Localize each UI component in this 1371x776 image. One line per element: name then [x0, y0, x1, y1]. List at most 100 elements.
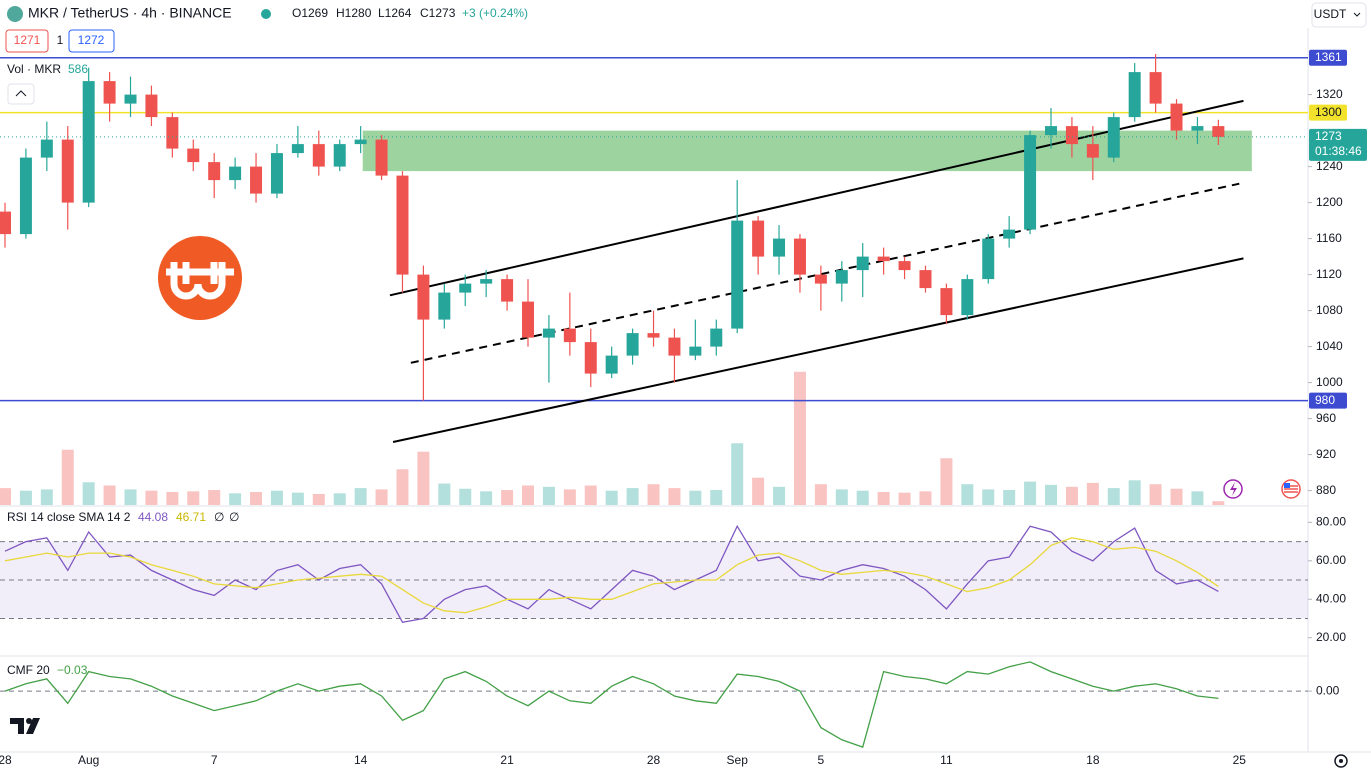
indicator-line — [4, 537, 1219, 614]
y-tick-label: 920 — [1316, 447, 1336, 461]
candle-body — [877, 256, 890, 262]
settings-icon[interactable] — [1334, 754, 1348, 768]
currency-label[interactable]: USDT — [1314, 7, 1347, 21]
ohlc-high: H1280 — [336, 6, 372, 20]
trendline — [389, 99, 1244, 297]
ohlc-close: C1273 — [420, 6, 456, 20]
volume-bar — [605, 490, 618, 505]
x-tick-label: 5 — [818, 753, 825, 767]
volume-bar — [1065, 486, 1078, 505]
candle-body — [1107, 117, 1120, 158]
candle-body — [291, 144, 304, 154]
sell-price[interactable]: 1271 — [14, 33, 41, 47]
x-tick-label: 7 — [211, 753, 218, 767]
candle-body — [584, 342, 597, 374]
rsi-title: RSI 14 close SMA 14 2 — [7, 510, 131, 524]
indicator-line — [4, 661, 1219, 748]
volume-bar — [731, 443, 744, 505]
volume-bar — [522, 485, 534, 505]
candle-body — [1086, 144, 1099, 158]
x-tick-label: 21 — [500, 753, 514, 767]
market-status[interactable] — [261, 9, 271, 19]
candle-body — [333, 144, 346, 167]
volume-bar — [333, 493, 346, 505]
volume-value: 586 — [68, 62, 88, 76]
collapse-button[interactable] — [7, 83, 35, 105]
currency-selector[interactable] — [1311, 2, 1367, 28]
volume-bar — [1107, 488, 1120, 505]
volume-bar — [166, 492, 179, 505]
level-badge — [1309, 104, 1347, 121]
sell-button[interactable] — [5, 29, 49, 53]
y-tick-label: 1200 — [1316, 195, 1343, 209]
volume-bar — [814, 484, 827, 505]
candle-body — [208, 162, 221, 181]
candle-body — [354, 139, 367, 145]
candle-body — [814, 274, 827, 284]
symbol-logo — [7, 6, 23, 22]
volume-bar — [501, 490, 514, 505]
volume-bar — [417, 451, 430, 505]
volume-bar — [710, 490, 723, 505]
tradingview-logo — [10, 718, 40, 734]
y-tick-label: 60.00 — [1316, 553, 1346, 567]
candle-body — [375, 139, 388, 176]
volume-bar — [354, 488, 367, 505]
volume-bar — [145, 490, 158, 505]
candle-body — [1065, 126, 1078, 145]
candle-body — [459, 283, 472, 293]
x-tick-label: 28 — [647, 753, 661, 767]
candle-body — [835, 270, 848, 284]
volume-bar — [270, 490, 283, 505]
candle-body — [940, 288, 953, 316]
volume-label: Vol · MKR — [7, 62, 61, 76]
volume-bar — [82, 482, 95, 505]
events-icon[interactable] — [1223, 479, 1243, 499]
rsi-sma-value: 46.71 — [176, 510, 206, 524]
currency-chevron — [1353, 12, 1361, 17]
volume-bar — [1024, 481, 1037, 505]
country-flag-icon[interactable] — [1281, 479, 1301, 499]
trendline — [392, 257, 1244, 443]
volume-bar — [438, 483, 451, 505]
indicator-line — [4, 524, 1219, 624]
candle-body — [480, 279, 493, 284]
volume-bar — [1191, 491, 1204, 505]
volume-bar — [208, 490, 221, 505]
volume-bar — [19, 490, 32, 505]
symbol-title: MKR / TetherUS · 4h · BINANCE — [28, 5, 232, 21]
y-tick-label: 1240 — [1316, 159, 1343, 173]
rsi-extra: ∅ — [214, 510, 224, 524]
candle-body — [856, 256, 869, 271]
volume-bar — [793, 371, 806, 505]
candle-body — [438, 292, 451, 320]
candle-body — [19, 157, 32, 235]
buy-price[interactable]: 1272 — [78, 33, 105, 47]
candle-body — [982, 238, 995, 280]
candle-body — [522, 301, 534, 338]
coin-logo — [158, 236, 242, 320]
volume-bar — [1128, 480, 1141, 505]
volume-bar — [689, 490, 702, 505]
volume-bar — [0, 488, 11, 505]
candle-body — [417, 274, 430, 320]
volume-bar — [1149, 484, 1162, 505]
order-quantity[interactable]: 1 — [57, 33, 64, 47]
ohlc-open: O1269 — [292, 6, 328, 20]
rsi-value: 44.08 — [138, 510, 168, 524]
candle-body — [40, 139, 53, 158]
level-label: 980 — [1315, 393, 1335, 407]
candle-body — [187, 148, 200, 163]
candle-body — [1128, 72, 1141, 118]
volume-bar — [1086, 482, 1099, 505]
y-tick-label: 0.00 — [1316, 683, 1340, 697]
buy-button[interactable] — [68, 29, 115, 53]
volume-bar — [61, 449, 74, 505]
cmf-value: −0.03 — [57, 663, 88, 677]
ohlc-change: +3 (+0.24%) — [462, 6, 528, 20]
volume-bar — [647, 484, 660, 505]
y-tick-label: 40.00 — [1316, 591, 1346, 605]
y-tick-label: 80.00 — [1316, 515, 1346, 529]
volume-bar — [459, 488, 472, 505]
ohlc-low: L1264 — [378, 6, 412, 20]
